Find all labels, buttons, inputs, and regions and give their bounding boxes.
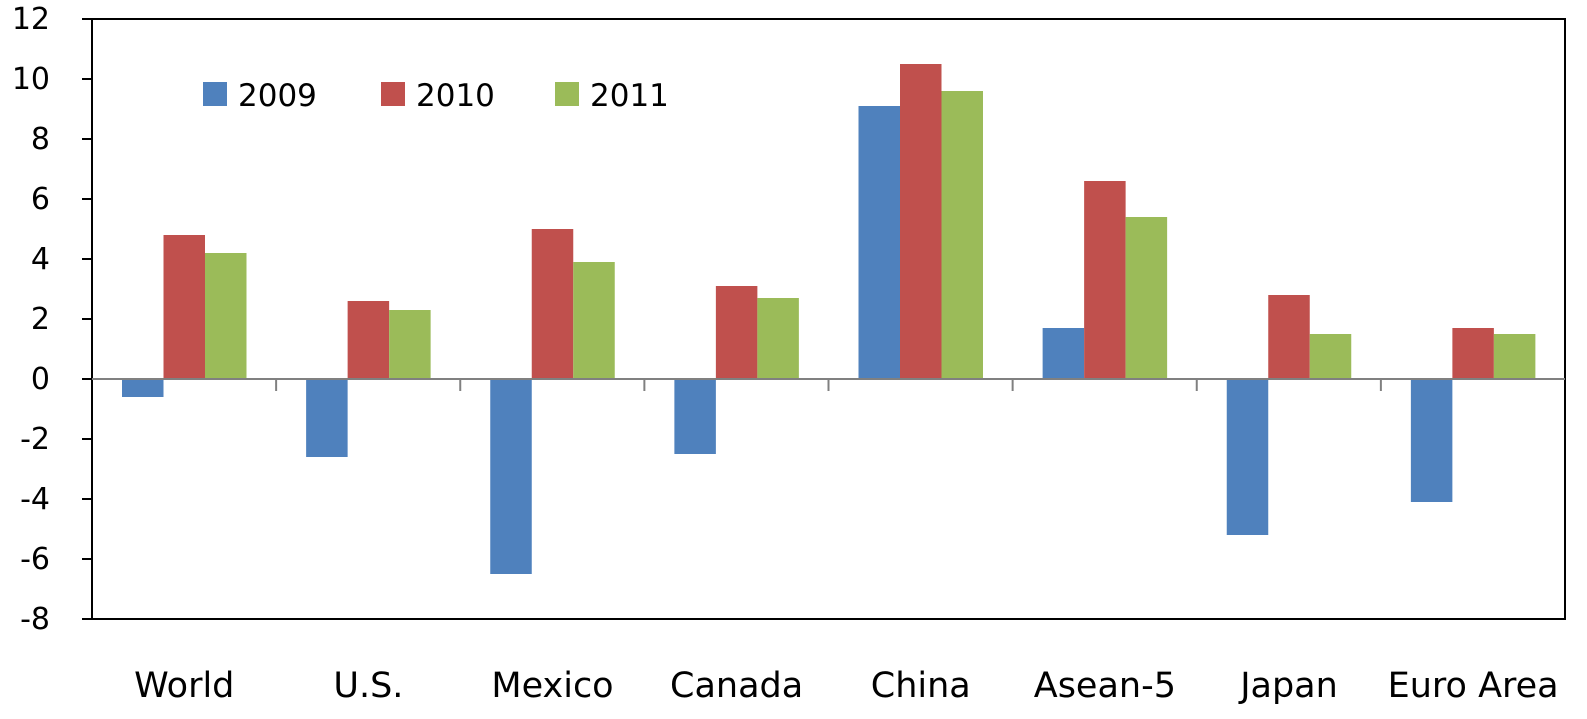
x-tick-label: Mexico <box>491 666 613 706</box>
bars-group <box>122 64 1536 574</box>
y-tick-label: 4 <box>31 242 50 277</box>
x-tick-label: China <box>871 666 971 706</box>
y-tick-label: -2 <box>20 422 50 457</box>
y-tick-label: 2 <box>31 302 50 337</box>
legend-swatch-2011 <box>555 82 579 106</box>
bar-2011-mexico <box>573 262 615 379</box>
y-tick-label: -4 <box>20 482 50 517</box>
bar-2011-euro-area <box>1493 334 1536 379</box>
y-tick-label: 10 <box>12 62 50 97</box>
y-tick-label: 0 <box>31 362 50 397</box>
x-tick-label: Asean-5 <box>1034 666 1176 706</box>
x-tick-label: World <box>134 666 234 706</box>
bar-2011-u-s- <box>389 310 431 379</box>
bar-2011-asean-5 <box>1125 217 1168 379</box>
bar-2010-china <box>900 64 942 379</box>
bar-2009-mexico <box>490 379 532 574</box>
bar-2009-world <box>122 379 164 397</box>
bar-2010-canada <box>715 286 758 379</box>
bar-2010-japan <box>1268 295 1310 379</box>
bar-2011-world <box>205 253 247 379</box>
x-tick-label: Japan <box>1238 666 1338 706</box>
bar-2009-euro-area <box>1410 379 1453 502</box>
y-axis: 12 10 8 6 4 2 0 -2 -4 -6 -8 <box>12 2 92 637</box>
bar-2010-world <box>163 235 205 379</box>
legend-label-2011: 2011 <box>590 78 669 114</box>
legend: 2009 2010 2011 <box>203 78 669 114</box>
bar-2011-china <box>941 91 983 379</box>
bar-2009-u-s- <box>306 379 348 457</box>
legend-label-2009: 2009 <box>238 78 317 114</box>
legend-label-2010: 2010 <box>416 78 495 114</box>
bar-2010-asean-5 <box>1084 181 1126 379</box>
legend-swatch-2009 <box>203 82 227 106</box>
bar-2010-mexico <box>531 229 574 379</box>
x-tick-label: Canada <box>670 666 803 706</box>
y-tick-label: 6 <box>31 182 50 217</box>
bar-2010-u-s- <box>347 301 390 379</box>
y-tick-label: 8 <box>31 122 50 157</box>
bar-2009-china <box>858 106 900 379</box>
y-tick-label: -8 <box>20 602 50 637</box>
bar-2009-canada <box>674 379 716 454</box>
x-tick-label: U.S. <box>333 666 403 706</box>
bar-2011-canada <box>757 298 799 379</box>
y-tick-label: -6 <box>20 542 50 577</box>
bar-2011-japan <box>1309 334 1352 379</box>
x-tick-label: Euro Area <box>1388 666 1559 706</box>
legend-swatch-2010 <box>381 82 405 106</box>
bar-2009-japan <box>1226 379 1269 535</box>
bar-2009-asean-5 <box>1042 328 1085 379</box>
bar-2010-euro-area <box>1452 328 1494 379</box>
x-axis: World U.S. Mexico Canada China Asean-5 Japan Eu… <box>134 379 1559 706</box>
y-tick-label: 12 <box>12 2 50 37</box>
